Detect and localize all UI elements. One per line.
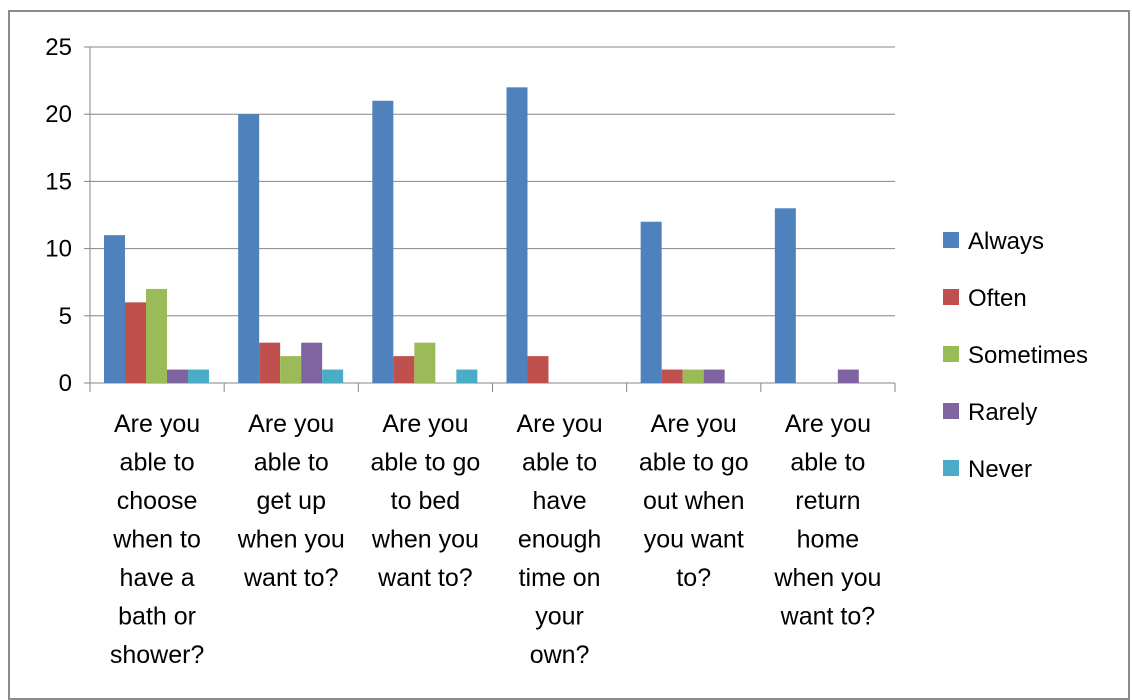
legend-label-never: Never bbox=[968, 456, 1032, 483]
x-category-label: able to bbox=[120, 449, 195, 477]
x-category-label: your bbox=[535, 603, 584, 631]
x-category-label: able to bbox=[522, 449, 597, 477]
legend-label-rarely: Rarely bbox=[968, 399, 1037, 426]
legend-swatch-sometimes bbox=[943, 346, 959, 362]
legend-swatch-never bbox=[943, 460, 959, 476]
x-category-label: own? bbox=[530, 641, 590, 669]
y-tick-label: 25 bbox=[45, 34, 72, 61]
x-category-label: out when bbox=[643, 487, 744, 515]
bar-never bbox=[322, 369, 344, 383]
x-category-label: able to bbox=[790, 449, 865, 477]
bar-always bbox=[506, 87, 528, 383]
x-category-label: get up bbox=[256, 487, 326, 515]
bar-always bbox=[372, 100, 394, 383]
gridlines bbox=[90, 46, 895, 317]
legend-label-always: Always bbox=[968, 228, 1044, 255]
bar-sometimes bbox=[414, 342, 436, 383]
x-category-label: bath or bbox=[118, 603, 196, 631]
x-category-label: shower? bbox=[110, 641, 205, 669]
x-category-label: Are you bbox=[516, 410, 602, 438]
legend-label-often: Often bbox=[968, 285, 1027, 312]
bar-rarely bbox=[703, 369, 725, 383]
bar-often bbox=[527, 356, 549, 383]
legend-label-sometimes: Sometimes bbox=[968, 342, 1088, 369]
bar-never bbox=[188, 369, 209, 383]
x-category-label: able to go bbox=[639, 449, 749, 477]
bar-never bbox=[456, 369, 478, 383]
x-category-label: to? bbox=[676, 564, 711, 592]
legend-swatch-often bbox=[943, 289, 959, 305]
x-category-label: want to? bbox=[243, 564, 339, 592]
x-category-label: Are you bbox=[382, 410, 468, 438]
bar-always bbox=[238, 114, 260, 383]
x-category-label: Are you bbox=[114, 410, 200, 438]
x-category-label: enough bbox=[518, 526, 601, 554]
y-tick-label: 0 bbox=[59, 370, 72, 397]
x-category-label: able to go bbox=[371, 449, 481, 477]
x-category-label: you want bbox=[644, 526, 744, 554]
legend-swatch-rarely bbox=[943, 403, 959, 419]
axes: 0 5 10 15 20 25 bbox=[45, 34, 896, 397]
bar-rarely bbox=[301, 342, 323, 383]
bar-often bbox=[393, 356, 415, 383]
bar-always bbox=[104, 235, 125, 383]
bar-often bbox=[661, 369, 683, 383]
x-category-label: have a bbox=[120, 564, 195, 592]
bar-sometimes bbox=[280, 356, 302, 383]
bar-sometimes bbox=[146, 288, 167, 383]
y-tick-label: 10 bbox=[45, 236, 72, 263]
x-category-label: to bed bbox=[391, 487, 461, 515]
x-category-label: when to bbox=[112, 526, 201, 554]
x-category-label: Are you bbox=[248, 410, 334, 438]
bar-sometimes bbox=[682, 369, 704, 383]
y-tick-label: 20 bbox=[45, 101, 72, 128]
y-tick-label: 5 bbox=[59, 303, 72, 330]
x-category-label: when you bbox=[237, 526, 345, 554]
bar-always bbox=[640, 221, 662, 383]
x-category-label: when you bbox=[773, 564, 881, 592]
x-category-label: want to? bbox=[377, 564, 473, 592]
category-labels: Are you able to choose when to have a bath or… bbox=[110, 410, 882, 669]
x-category-label: have bbox=[532, 487, 586, 515]
x-category-label: choose bbox=[117, 487, 198, 515]
bar-often bbox=[259, 342, 281, 383]
y-tick-label: 15 bbox=[45, 168, 72, 195]
bar-rarely bbox=[837, 369, 859, 383]
x-category-label: home bbox=[797, 526, 860, 554]
legend-swatch-always bbox=[943, 232, 959, 248]
x-category-label: time on bbox=[519, 564, 601, 592]
x-category-label: able to bbox=[254, 449, 329, 477]
x-category-label: Are you bbox=[785, 410, 871, 438]
bar-rarely bbox=[167, 369, 188, 383]
x-category-label: want to? bbox=[780, 603, 876, 631]
bars bbox=[104, 87, 859, 383]
x-category-label: return bbox=[795, 487, 860, 515]
x-category-label: Are you bbox=[651, 410, 737, 438]
x-category-label: when you bbox=[371, 526, 479, 554]
bar-always bbox=[774, 208, 796, 383]
bar-often bbox=[125, 302, 146, 383]
legend: Always Often Sometimes Rarely Never bbox=[943, 228, 1088, 483]
